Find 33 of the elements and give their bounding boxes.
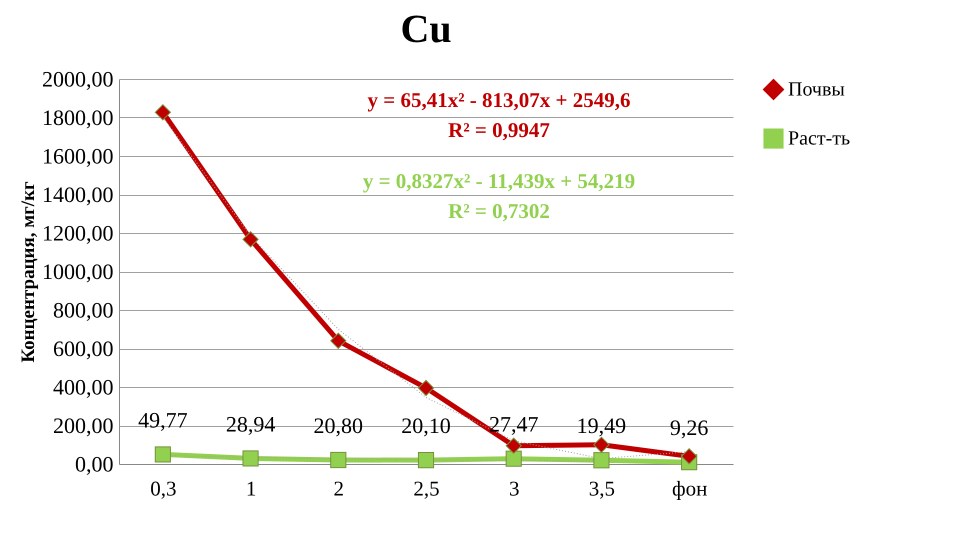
y-tick-label: 600,00 bbox=[53, 336, 114, 361]
x-tick-label: 2,5 bbox=[413, 476, 440, 500]
data-label: 20,10 bbox=[401, 413, 451, 438]
y-tick-label: 800,00 bbox=[53, 298, 114, 322]
data-label: 20,80 bbox=[314, 412, 364, 438]
data-label: 28,94 bbox=[226, 411, 276, 436]
x-tick-label: 0,3 bbox=[150, 476, 176, 500]
y-axis-title: Концентрация, мг/кг bbox=[18, 180, 39, 363]
y-tick-label: 400,00 bbox=[53, 374, 114, 400]
x-tick-label: 3 bbox=[508, 476, 520, 500]
x-tick-label: фон bbox=[672, 476, 708, 500]
y-tick-label: 2000,00 bbox=[42, 66, 114, 92]
y-tick-label: 200,00 bbox=[53, 413, 114, 438]
y-tick-label: 1000,00 bbox=[42, 259, 114, 284]
legend-label: Раст-ть bbox=[788, 128, 850, 150]
y-tick-label: 1800,00 bbox=[42, 105, 114, 130]
annotation: y = 0,8327x² - 11,439x + 54,219 bbox=[362, 169, 636, 193]
annotation: R² = 0,7302 bbox=[448, 199, 550, 223]
y-tick-label: 0,00 bbox=[75, 452, 114, 476]
data-label: 27,47 bbox=[488, 412, 538, 437]
x-tick-label: 3,5 bbox=[588, 476, 616, 500]
x-tick-label: 2 bbox=[334, 476, 344, 500]
annotation: R² = 0,9947 bbox=[448, 118, 550, 142]
data-label: 19,49 bbox=[576, 413, 626, 438]
y-tick-label: 1400,00 bbox=[42, 182, 114, 207]
legend-label: Почвы bbox=[788, 78, 845, 100]
chart-title: Cu bbox=[400, 6, 452, 51]
x-tick-label: 1 bbox=[246, 476, 256, 500]
data-label: 9,26 bbox=[670, 415, 708, 440]
y-tick-label: 1600,00 bbox=[42, 144, 114, 168]
y-tick-label: 1200,00 bbox=[42, 220, 114, 246]
data-label: 49,77 bbox=[138, 407, 188, 432]
annotation: y = 65,41x² - 813,07x + 2549,6 bbox=[368, 88, 630, 112]
